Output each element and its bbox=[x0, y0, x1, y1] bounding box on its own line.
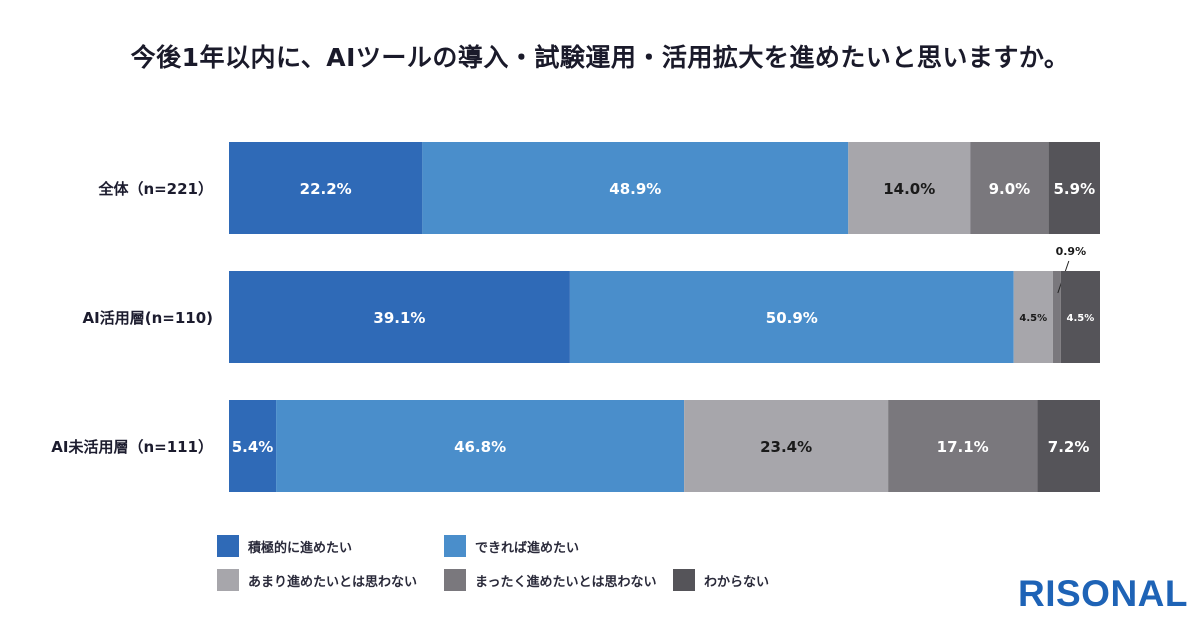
bar-segment bbox=[888, 400, 1038, 492]
data-label: 4.5% bbox=[1067, 313, 1095, 324]
data-label: 0.9% bbox=[1056, 245, 1087, 258]
data-label: 5.4% bbox=[232, 438, 274, 456]
bar-segment bbox=[422, 142, 849, 234]
legend-label-3: あまり進めたいとは思わない bbox=[248, 574, 418, 590]
legend-label-2: できれば進めたい bbox=[475, 540, 580, 556]
bar-segment bbox=[1048, 142, 1100, 234]
bar-segment bbox=[229, 142, 423, 234]
bar-segment bbox=[848, 142, 971, 234]
legend-item-1: 積極的に進めたい bbox=[217, 535, 352, 557]
chart-title: 今後1年以内に、AIツールの導入・試験運用・活用拡大を進めたいと思いますか。 bbox=[130, 43, 1070, 72]
legend-item-5: わからない bbox=[673, 569, 769, 591]
data-label: 4.5% bbox=[1019, 313, 1047, 324]
data-label: 39.1% bbox=[373, 309, 425, 327]
legend-label-1: 積極的に進めたい bbox=[248, 540, 353, 556]
bar-segment bbox=[684, 400, 889, 492]
category-label: AI未活用層（n=111） bbox=[51, 438, 213, 456]
data-label: 17.1% bbox=[937, 438, 989, 456]
bar-segment bbox=[276, 400, 685, 492]
legend-label-5: わからない bbox=[704, 574, 770, 590]
bar-segment bbox=[569, 271, 1014, 363]
bar-segment bbox=[1052, 271, 1061, 363]
legend-label-4: まったく進めたいとは思わない bbox=[475, 574, 657, 590]
legend-swatch-5 bbox=[673, 569, 695, 591]
data-label: 5.9% bbox=[1054, 180, 1096, 198]
bar-segment bbox=[1060, 271, 1100, 363]
legend-item-3: あまり進めたいとは思わない bbox=[217, 569, 417, 591]
legend-swatch-4 bbox=[444, 569, 466, 591]
data-label: 46.8% bbox=[454, 438, 506, 456]
legend-swatch-1 bbox=[217, 535, 239, 557]
category-label: 全体（n=221） bbox=[97, 180, 213, 198]
bar-segment bbox=[229, 400, 277, 492]
brand-logo: RISONAL bbox=[1018, 573, 1188, 614]
legend-item-4: まったく進めたいとは思わない bbox=[444, 569, 656, 591]
data-label: 23.4% bbox=[760, 438, 812, 456]
data-label: 14.0% bbox=[883, 180, 935, 198]
category-label: AI活用層(n=110) bbox=[83, 309, 213, 327]
data-label: 7.2% bbox=[1048, 438, 1090, 456]
bar-segment bbox=[1037, 400, 1100, 492]
bar-segment bbox=[1013, 271, 1053, 363]
bar-segment bbox=[970, 142, 1049, 234]
data-label: 22.2% bbox=[300, 180, 352, 198]
bar-segment bbox=[229, 271, 570, 363]
legend-swatch-3 bbox=[217, 569, 239, 591]
legend-item-2: できれば進めたい bbox=[444, 535, 579, 557]
data-label: 50.9% bbox=[766, 309, 818, 327]
data-label: 9.0% bbox=[989, 180, 1031, 198]
legend-swatch-2 bbox=[444, 535, 466, 557]
data-label: 48.9% bbox=[609, 180, 661, 198]
